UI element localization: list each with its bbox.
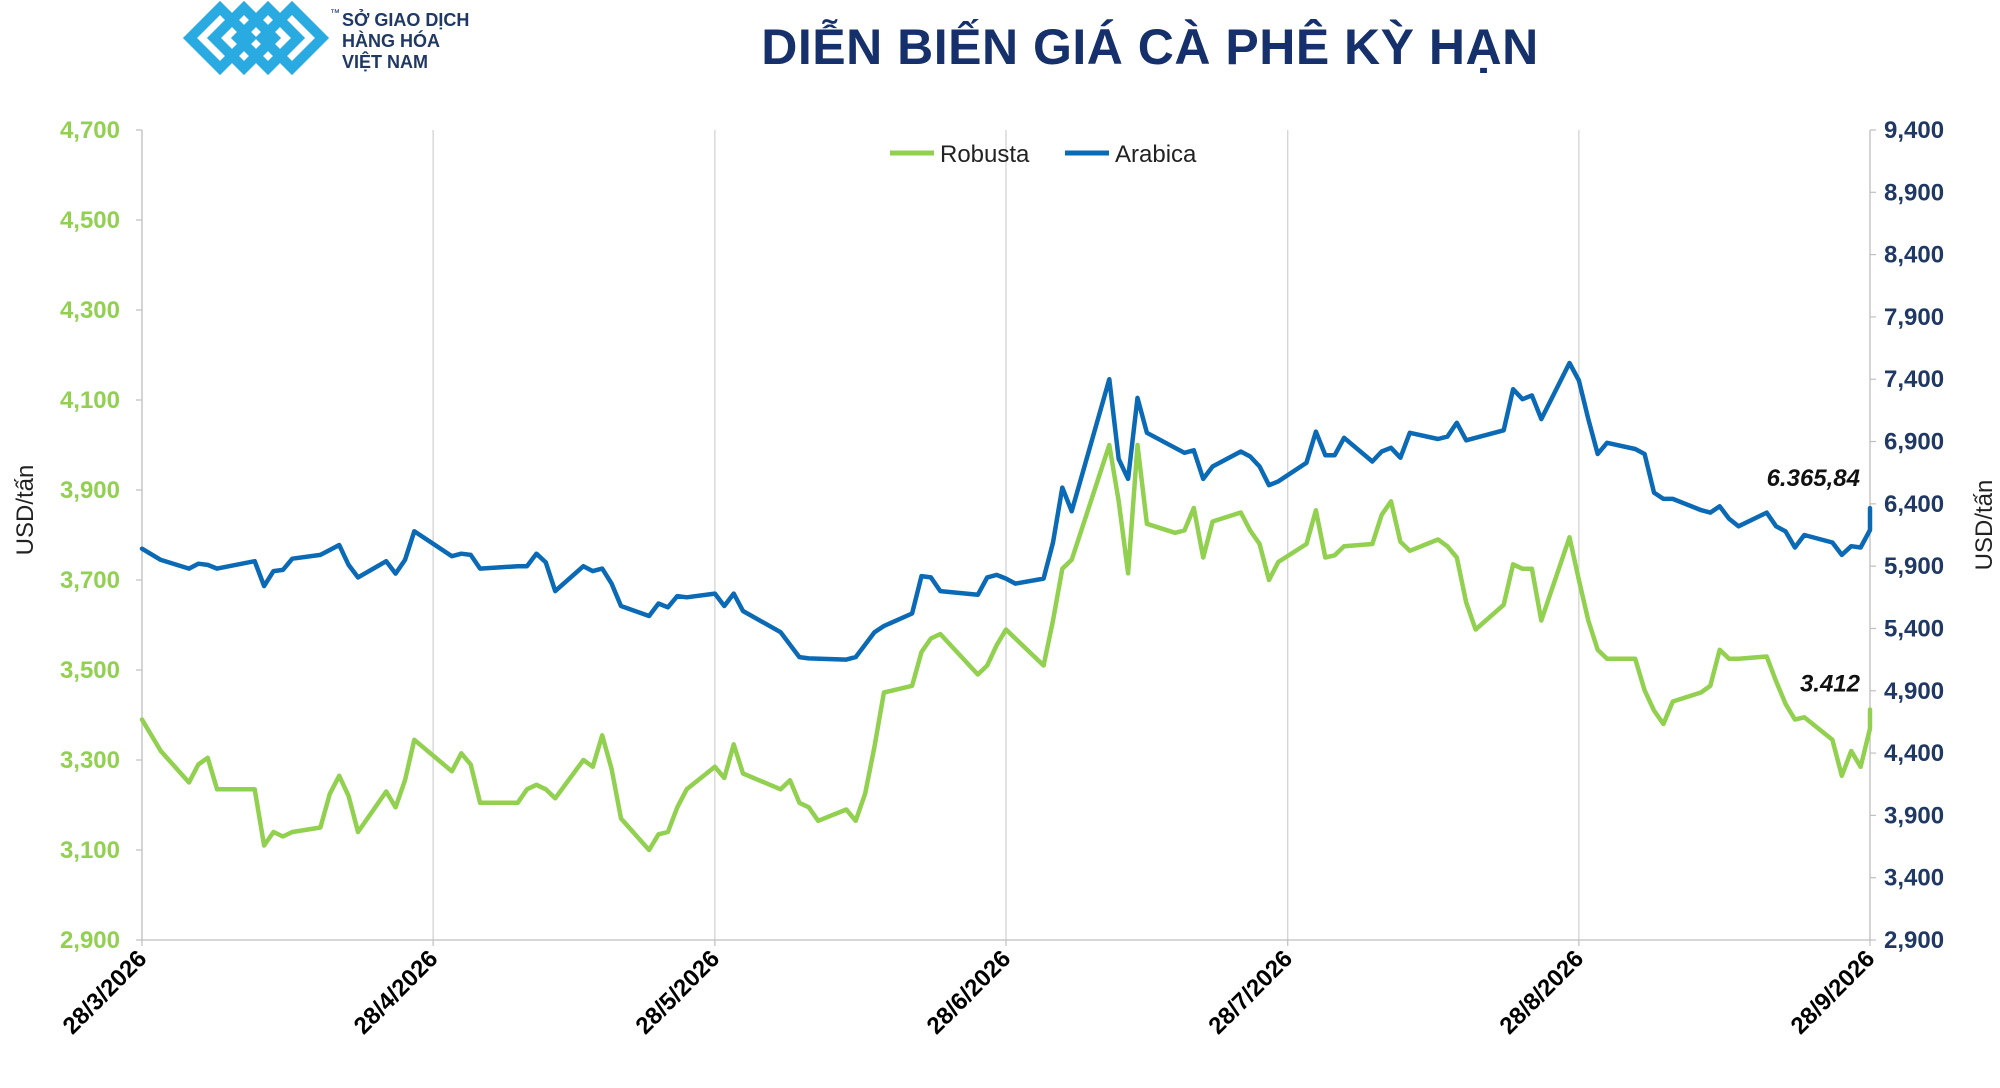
left-tick-label: 4,700 [60, 117, 120, 144]
right-tick-label: 4,400 [1884, 740, 1944, 767]
right-tick-label: 9,400 [1884, 117, 1944, 144]
left-tick-label: 4,100 [60, 387, 120, 414]
brand-line-1: SỞ GIAO DỊCH [342, 10, 470, 30]
x-tick-label: 28/8/2026 [1495, 945, 1590, 1040]
left-tick-label: 3,100 [60, 837, 120, 864]
right-tick-label: 5,400 [1884, 615, 1944, 642]
brand-name: SỞ GIAO DỊCH HÀNG HÓA VIỆT NAM [342, 10, 469, 73]
right-tick-label: 7,400 [1884, 366, 1944, 393]
left-tick-label: 3,300 [60, 747, 120, 774]
right-tick-label: 4,900 [1884, 678, 1944, 705]
right-tick-label: 6,900 [1884, 429, 1944, 456]
chart-title: DIỄN BIẾN GIÁ CÀ PHÊ KỲ HẠN [761, 19, 1539, 75]
left-tick-label: 2,900 [60, 927, 120, 954]
left-tick-label: 3,900 [60, 477, 120, 504]
vertical-gridlines [141, 130, 1871, 940]
right-axis-label: USD/tấn [1971, 480, 1998, 571]
right-tick-label: 5,900 [1884, 553, 1944, 580]
right-tick-label: 8,400 [1884, 242, 1944, 269]
series-lines [139, 360, 1873, 853]
left-axis-ticks: 2,900 3,100 3,300 3,500 3,700 3,900 4,100 4,300… [60, 117, 142, 954]
right-tick-label: 3,400 [1884, 865, 1944, 892]
left-axis-label: USD/tấn [12, 465, 39, 556]
right-tick-label: 3,900 [1884, 802, 1944, 829]
robusta-end-label: 3.412 [1800, 671, 1861, 698]
logo-tm: ™ [330, 8, 340, 19]
x-tick-label: 28/7/2026 [1203, 945, 1298, 1040]
x-tick-label: 28/4/2026 [349, 945, 444, 1040]
left-tick-label: 4,500 [60, 207, 120, 234]
arabica-end-label: 6.365,84 [1767, 465, 1860, 492]
right-tick-label: 2,900 [1884, 927, 1944, 954]
robusta-line [139, 442, 1873, 853]
right-tick-label: 8,900 [1884, 179, 1944, 206]
right-tick-label: 6,400 [1884, 491, 1944, 518]
right-axis-ticks: 2,900 3,400 3,900 4,400 4,900 5,400 5,900 6,400… [1870, 117, 1944, 954]
left-tick-label: 3,500 [60, 657, 120, 684]
left-tick-label: 3,700 [60, 567, 120, 594]
x-tick-label: 28/5/2026 [631, 945, 726, 1040]
arabica-line [139, 360, 1873, 662]
x-axis-ticks: 28/3/2026 28/4/2026 28/5/2026 28/6/2026 28/7… [58, 940, 1881, 1040]
x-tick-label: 28/6/2026 [922, 945, 1017, 1040]
x-tick-label: 28/3/2026 [58, 945, 153, 1040]
robusta-legend-label: Robusta [940, 141, 1030, 168]
legend: Robusta Arabica [890, 141, 1197, 168]
x-tick-label: 28/9/2026 [1786, 945, 1881, 1040]
brand-line-3: VIỆT NAM [342, 52, 429, 72]
end-labels: 3.412 6.365,84 [1767, 465, 1861, 697]
arabica-legend-label: Arabica [1115, 141, 1197, 168]
left-tick-label: 4,300 [60, 297, 120, 324]
logo-icon [182, 0, 330, 76]
brand-line-2: HÀNG HÓA [342, 31, 440, 51]
right-tick-label: 7,900 [1884, 304, 1944, 331]
